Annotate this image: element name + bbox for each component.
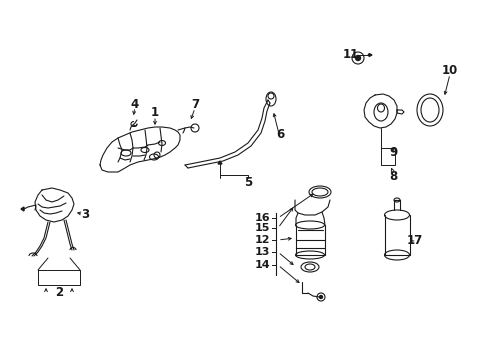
Text: 14: 14 [254,260,269,270]
Text: 3: 3 [81,207,89,220]
FancyArrow shape [21,207,24,211]
Text: 2: 2 [55,287,63,300]
Text: 6: 6 [275,129,284,141]
Text: 13: 13 [254,247,269,257]
Text: 17: 17 [406,234,422,247]
FancyArrow shape [218,161,222,164]
Text: 9: 9 [388,147,396,159]
Text: 7: 7 [190,99,199,112]
Text: 8: 8 [388,170,396,183]
Text: 4: 4 [131,98,139,111]
Text: 16: 16 [254,213,269,223]
Circle shape [355,55,360,60]
Text: 12: 12 [254,235,269,245]
Text: 15: 15 [254,223,269,233]
Text: 1: 1 [151,107,159,120]
Circle shape [319,296,322,298]
FancyArrow shape [367,54,371,57]
Text: 5: 5 [244,176,252,189]
Text: 11: 11 [342,49,358,62]
Text: 10: 10 [441,63,457,77]
